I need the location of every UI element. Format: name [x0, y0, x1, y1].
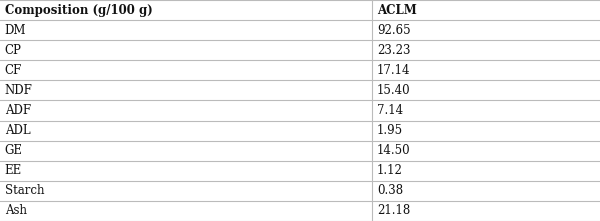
Text: Starch: Starch [5, 184, 44, 197]
Bar [0, 0, 600, 20]
Bar [0, 20, 600, 40]
Text: 21.18: 21.18 [377, 204, 410, 217]
Text: CP: CP [5, 44, 22, 57]
Bar [0, 201, 600, 221]
Text: 1.12: 1.12 [377, 164, 403, 177]
Bar [0, 80, 600, 101]
Text: DM: DM [5, 24, 26, 37]
Bar [0, 60, 600, 80]
Bar [0, 40, 600, 60]
Text: Composition (g/100 g): Composition (g/100 g) [5, 4, 152, 17]
Bar [0, 181, 600, 201]
Text: 0.38: 0.38 [377, 184, 403, 197]
Text: GE: GE [5, 144, 23, 157]
Text: 14.50: 14.50 [377, 144, 410, 157]
Text: NDF: NDF [5, 84, 32, 97]
Bar [0, 141, 600, 161]
Bar [0, 120, 600, 141]
Text: 92.65: 92.65 [377, 24, 410, 37]
Text: ADF: ADF [5, 104, 31, 117]
Text: 15.40: 15.40 [377, 84, 410, 97]
Text: ADL: ADL [5, 124, 31, 137]
Text: 1.95: 1.95 [377, 124, 403, 137]
Text: CF: CF [5, 64, 22, 77]
Text: 7.14: 7.14 [377, 104, 403, 117]
Bar [0, 101, 600, 120]
Text: EE: EE [5, 164, 22, 177]
Text: 17.14: 17.14 [377, 64, 410, 77]
Text: Ash: Ash [5, 204, 27, 217]
Bar [0, 161, 600, 181]
Text: ACLM: ACLM [377, 4, 416, 17]
Text: 23.23: 23.23 [377, 44, 410, 57]
